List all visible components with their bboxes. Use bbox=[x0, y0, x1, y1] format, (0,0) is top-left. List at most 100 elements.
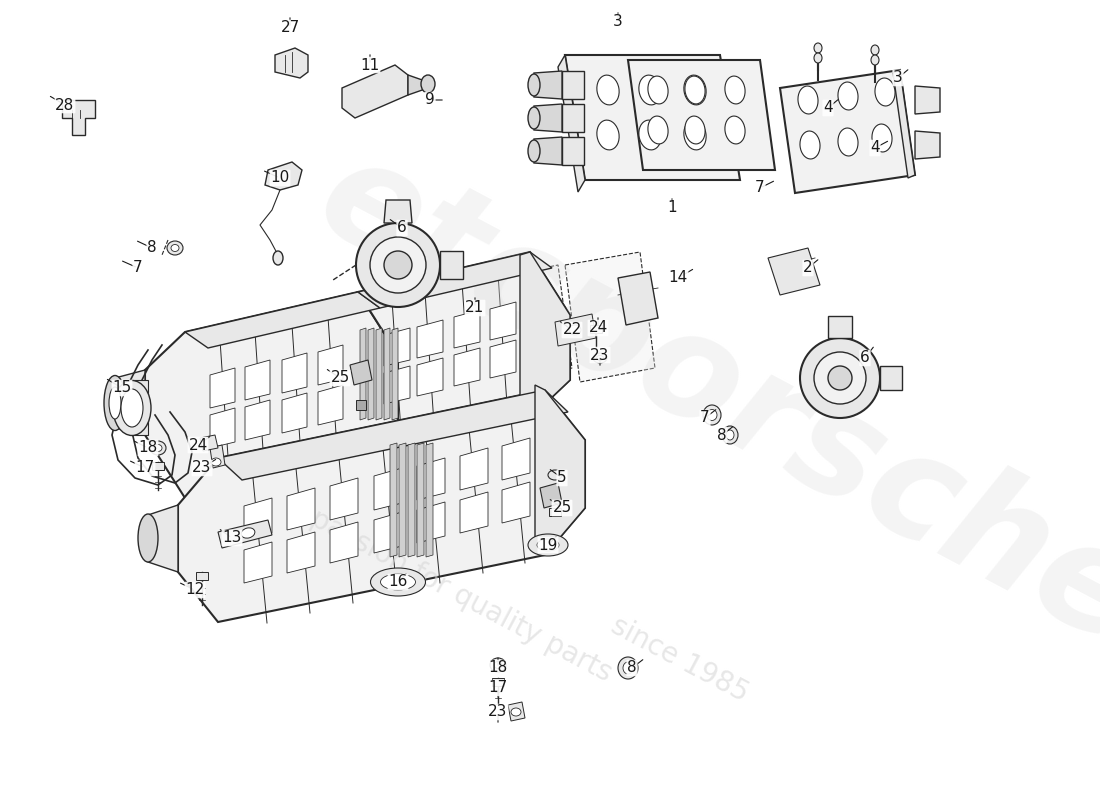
Ellipse shape bbox=[154, 445, 162, 451]
Polygon shape bbox=[399, 443, 406, 557]
Polygon shape bbox=[562, 137, 584, 165]
Polygon shape bbox=[196, 572, 208, 580]
Circle shape bbox=[384, 251, 412, 279]
Text: 12: 12 bbox=[186, 582, 205, 598]
Ellipse shape bbox=[597, 120, 619, 150]
Polygon shape bbox=[178, 390, 585, 622]
Circle shape bbox=[356, 223, 440, 307]
Polygon shape bbox=[244, 498, 272, 540]
Text: 23: 23 bbox=[192, 461, 211, 475]
Text: 1: 1 bbox=[668, 201, 676, 215]
Polygon shape bbox=[440, 251, 463, 279]
Polygon shape bbox=[330, 522, 358, 563]
Ellipse shape bbox=[109, 387, 121, 419]
Polygon shape bbox=[460, 492, 488, 533]
Text: 8: 8 bbox=[717, 427, 727, 442]
Polygon shape bbox=[475, 265, 572, 385]
Ellipse shape bbox=[121, 389, 143, 427]
Polygon shape bbox=[780, 70, 915, 193]
Ellipse shape bbox=[569, 325, 581, 335]
Ellipse shape bbox=[618, 657, 638, 679]
Ellipse shape bbox=[800, 131, 820, 159]
Ellipse shape bbox=[273, 251, 283, 265]
Ellipse shape bbox=[707, 410, 717, 421]
Ellipse shape bbox=[597, 75, 619, 105]
Ellipse shape bbox=[814, 53, 822, 63]
Ellipse shape bbox=[874, 78, 895, 106]
Text: 3: 3 bbox=[893, 70, 903, 86]
Polygon shape bbox=[358, 252, 552, 308]
Text: 19: 19 bbox=[538, 538, 558, 553]
Text: 18: 18 bbox=[139, 441, 157, 455]
Ellipse shape bbox=[725, 76, 745, 104]
Ellipse shape bbox=[596, 355, 604, 361]
Polygon shape bbox=[148, 505, 178, 572]
Text: 4: 4 bbox=[870, 141, 880, 155]
Text: 6: 6 bbox=[860, 350, 870, 366]
Polygon shape bbox=[408, 443, 415, 557]
Polygon shape bbox=[374, 512, 401, 553]
Ellipse shape bbox=[798, 86, 818, 114]
Polygon shape bbox=[275, 48, 308, 78]
Text: 24: 24 bbox=[588, 321, 607, 335]
Polygon shape bbox=[287, 488, 315, 530]
Ellipse shape bbox=[494, 662, 502, 669]
Polygon shape bbox=[502, 482, 530, 523]
Polygon shape bbox=[502, 438, 530, 480]
Text: 3: 3 bbox=[613, 14, 623, 30]
Ellipse shape bbox=[684, 120, 706, 150]
Polygon shape bbox=[915, 86, 940, 114]
Polygon shape bbox=[893, 70, 915, 178]
Circle shape bbox=[800, 338, 880, 418]
Polygon shape bbox=[265, 162, 302, 190]
Ellipse shape bbox=[512, 708, 521, 716]
Text: 9: 9 bbox=[425, 93, 435, 107]
Text: 16: 16 bbox=[388, 574, 408, 590]
Polygon shape bbox=[556, 314, 596, 346]
Ellipse shape bbox=[871, 45, 879, 55]
Polygon shape bbox=[384, 366, 410, 404]
Polygon shape bbox=[218, 520, 272, 548]
Polygon shape bbox=[508, 702, 525, 721]
Text: 28: 28 bbox=[55, 98, 75, 113]
Polygon shape bbox=[417, 320, 443, 358]
Text: 17: 17 bbox=[135, 461, 155, 475]
Ellipse shape bbox=[593, 353, 607, 363]
Polygon shape bbox=[185, 292, 380, 348]
Ellipse shape bbox=[838, 128, 858, 156]
Text: 22: 22 bbox=[562, 322, 582, 338]
Polygon shape bbox=[590, 325, 602, 333]
Polygon shape bbox=[384, 200, 412, 223]
Ellipse shape bbox=[639, 75, 661, 105]
Text: 24: 24 bbox=[188, 438, 208, 453]
Text: a passion for quality parts: a passion for quality parts bbox=[283, 493, 617, 687]
Text: 7: 7 bbox=[756, 181, 764, 195]
Text: 25: 25 bbox=[330, 370, 350, 386]
Ellipse shape bbox=[648, 76, 668, 104]
Text: 5: 5 bbox=[558, 470, 566, 486]
Polygon shape bbox=[390, 443, 397, 557]
Polygon shape bbox=[417, 443, 424, 557]
Polygon shape bbox=[376, 328, 382, 420]
Polygon shape bbox=[282, 353, 307, 393]
Polygon shape bbox=[116, 370, 145, 435]
Polygon shape bbox=[200, 435, 218, 451]
Polygon shape bbox=[492, 678, 504, 686]
Ellipse shape bbox=[528, 140, 540, 162]
Ellipse shape bbox=[814, 43, 822, 53]
Text: 8: 8 bbox=[147, 241, 157, 255]
Polygon shape bbox=[384, 328, 410, 366]
Text: 23: 23 bbox=[591, 347, 609, 362]
Text: 21: 21 bbox=[465, 301, 485, 315]
Text: 18: 18 bbox=[488, 661, 507, 675]
Polygon shape bbox=[132, 380, 148, 435]
Text: 23: 23 bbox=[488, 705, 508, 719]
Ellipse shape bbox=[241, 528, 255, 538]
Polygon shape bbox=[558, 55, 585, 192]
Polygon shape bbox=[880, 366, 902, 390]
Polygon shape bbox=[318, 345, 343, 385]
Polygon shape bbox=[549, 508, 561, 516]
Ellipse shape bbox=[639, 120, 661, 150]
Polygon shape bbox=[535, 385, 585, 555]
Text: 4: 4 bbox=[823, 101, 833, 115]
